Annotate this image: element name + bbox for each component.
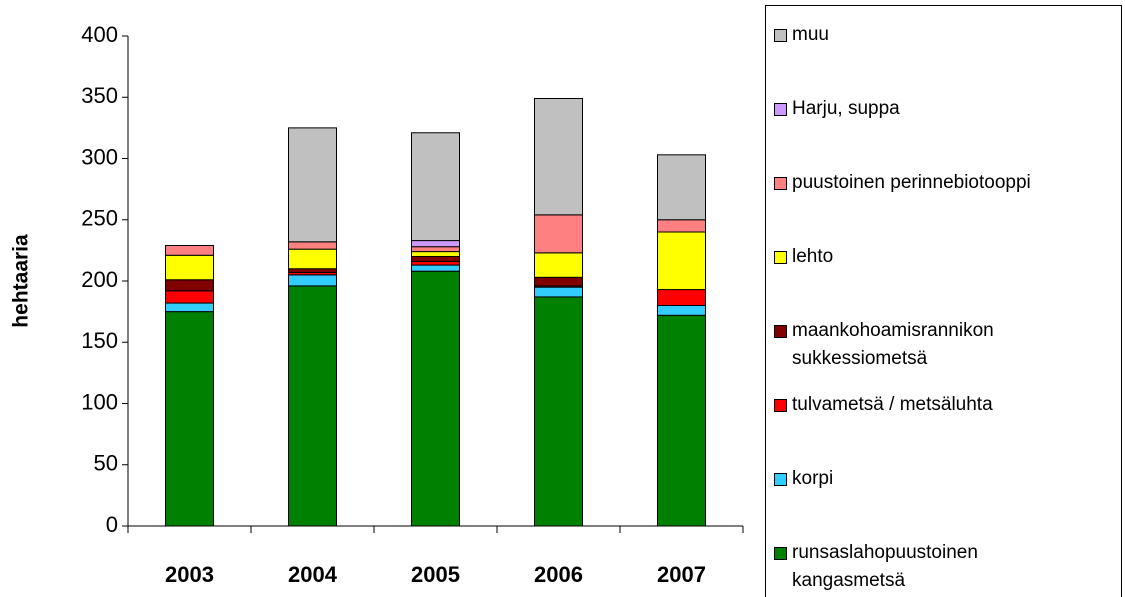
legend-swatch xyxy=(774,325,787,338)
y-tick-label: 350 xyxy=(81,83,118,108)
bar-segment xyxy=(657,231,706,291)
bar-segment xyxy=(288,127,337,243)
legend-label: lehto xyxy=(792,246,834,267)
legend-swatch xyxy=(774,177,787,190)
legend-entry: runsaslahopuustoinen kangasmetsä xyxy=(774,539,1119,595)
bar-segment xyxy=(165,279,214,292)
y-tick-label: 50 xyxy=(94,451,118,476)
bar-segment xyxy=(534,97,583,216)
bar-segment xyxy=(288,248,337,270)
x-tick-label: 2006 xyxy=(534,562,583,587)
legend-label: korpi xyxy=(792,468,834,489)
bar-segment xyxy=(165,244,214,256)
bar-segment xyxy=(411,251,460,258)
bar-segment xyxy=(165,290,214,304)
legend-label: Harju, suppa xyxy=(792,98,900,119)
legend-entry: maankohoamisrannikon sukkessiometsä xyxy=(774,317,1119,373)
bar-segment xyxy=(288,241,337,250)
y-tick-label: 200 xyxy=(81,267,118,292)
legend: runsaslahopuustoinen kangasmetsä korpi tul… xyxy=(765,5,1122,597)
y-tick-label: 100 xyxy=(81,389,118,414)
bar-segment xyxy=(534,296,583,527)
legend-entry: Harju, suppa xyxy=(774,95,1119,123)
bar-segment xyxy=(534,214,583,254)
y-tick-label: 400 xyxy=(81,22,118,47)
legend-swatch xyxy=(774,251,787,264)
y-axis-label: hehtaaria xyxy=(10,234,33,328)
bar-segment xyxy=(165,302,214,313)
legend-label: muu xyxy=(792,24,829,45)
bar-segment xyxy=(534,252,583,278)
legend-label: runsaslahopuustoinen kangasmetsä xyxy=(792,542,978,591)
bar-segment xyxy=(657,314,706,527)
y-tick-label: 0 xyxy=(106,512,118,537)
legend-label: puustoinen perinnebiotooppi xyxy=(792,172,1031,193)
legend-entry: puustoinen perinnebiotooppi xyxy=(774,169,1119,197)
y-tick-label: 300 xyxy=(81,144,118,169)
bar-segment xyxy=(657,219,706,233)
bar-segment xyxy=(288,268,337,273)
bar-segment xyxy=(534,276,583,287)
x-tick-label: 2003 xyxy=(165,562,214,587)
bar-segment xyxy=(411,246,460,253)
x-tick-label: 2004 xyxy=(288,562,338,587)
bar-segment xyxy=(534,286,583,298)
bar-segment xyxy=(411,260,460,266)
bar-segment xyxy=(657,305,706,316)
bar-segment xyxy=(288,285,337,527)
legend-swatch xyxy=(774,547,787,560)
bar-segment xyxy=(411,132,460,242)
x-tick-label: 2007 xyxy=(657,562,706,587)
bar-segment xyxy=(411,270,460,527)
x-tick-label: 2005 xyxy=(411,562,460,587)
y-tick-label: 150 xyxy=(81,328,118,353)
bar-segment xyxy=(288,274,337,287)
legend-swatch xyxy=(774,103,787,116)
legend-label: maankohoamisrannikon sukkessiometsä xyxy=(792,320,994,369)
legend-swatch xyxy=(774,29,787,42)
bar-segment xyxy=(411,240,460,248)
legend-entry: tulvametsä / metsäluhta xyxy=(774,391,1119,419)
legend-entry: korpi xyxy=(774,465,1119,493)
bar-segment xyxy=(411,256,460,262)
bar-segment xyxy=(657,289,706,307)
legend-entry: lehto xyxy=(774,243,1119,271)
legend-entry: muu xyxy=(774,21,1119,49)
bar-segment xyxy=(411,264,460,272)
bar-segment xyxy=(165,311,214,527)
legend-swatch xyxy=(774,473,787,486)
bar-segment xyxy=(657,154,706,221)
legend-swatch xyxy=(774,399,787,412)
bar-segment xyxy=(165,254,214,281)
legend-label: tulvametsä / metsäluhta xyxy=(792,394,993,415)
y-tick-label: 250 xyxy=(81,206,118,231)
